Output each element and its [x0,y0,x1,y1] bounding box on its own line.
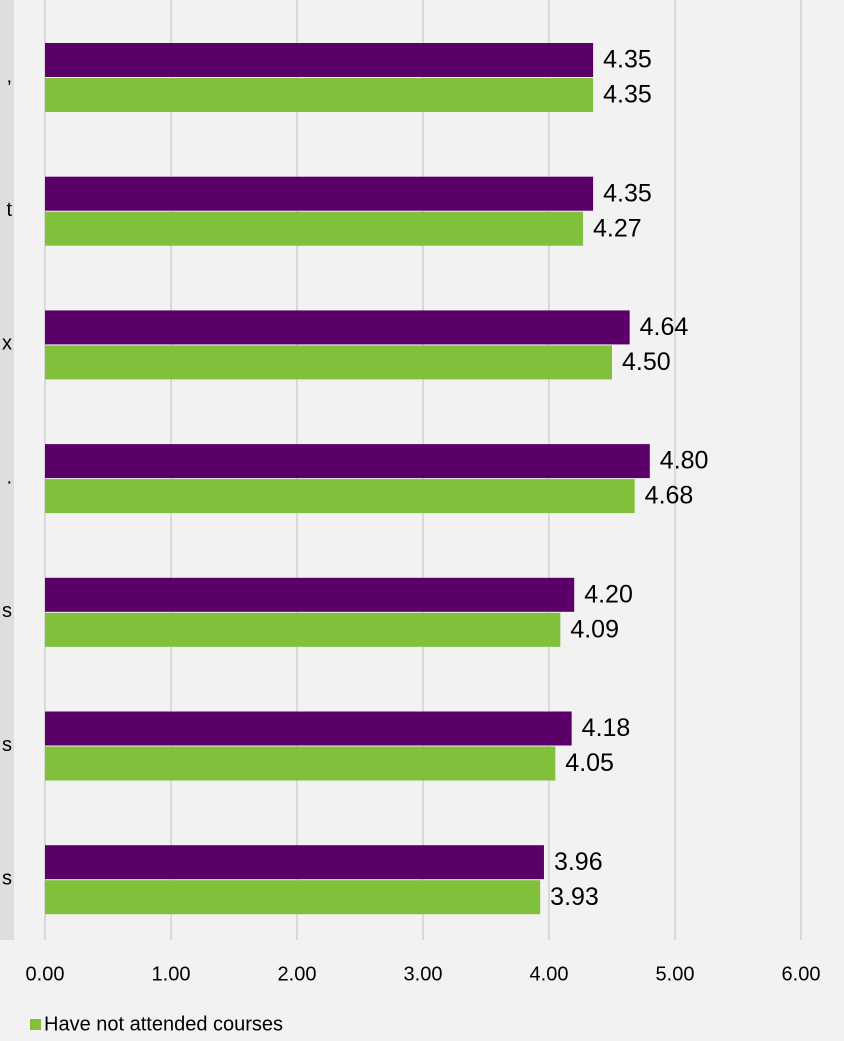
value-label: 4.09 [570,615,619,643]
x-tick-label: 3.00 [404,963,443,985]
value-label: 4.64 [640,313,689,341]
value-label: 4.35 [603,179,652,207]
value-label: 4.18 [582,714,631,742]
value-label: 4.68 [645,482,694,510]
bar [45,310,630,345]
value-label: 4.35 [603,46,652,74]
x-tick-label: 2.00 [278,963,317,985]
bar [45,78,594,112]
x-tick-label: 6.00 [782,963,821,985]
value-label: 3.93 [550,883,599,911]
category-label: . [6,466,12,488]
bar [45,211,584,246]
left-strip [0,0,14,940]
x-tick-label: 4.00 [530,963,569,985]
value-label: 3.96 [554,848,603,876]
legend-swatch [30,1019,41,1030]
category-label: x [2,333,12,355]
value-label: 4.35 [603,81,652,109]
value-label: 4.20 [584,580,633,608]
bar [45,43,594,77]
x-tick-label: 1.00 [152,963,191,985]
x-tick-label: 5.00 [656,963,695,985]
category-label: s [2,734,12,756]
bar [45,444,650,479]
category-label: s [2,867,12,889]
legend-label: Have not attended courses [44,1013,283,1035]
bar [45,845,544,880]
value-label: 4.05 [565,749,614,777]
category-label: , [6,65,12,87]
bar [45,746,556,781]
bar [45,176,594,211]
bar [45,880,541,915]
bar [45,577,575,612]
bar [45,345,612,380]
category-label: s [2,600,12,622]
value-label: 4.80 [660,447,709,475]
category-label: t [6,199,12,221]
value-label: 4.27 [593,214,642,242]
bar [45,612,561,647]
value-label: 4.50 [622,348,671,376]
bar [45,479,635,514]
x-tick-label: 0.00 [26,963,65,985]
bar [45,711,572,746]
